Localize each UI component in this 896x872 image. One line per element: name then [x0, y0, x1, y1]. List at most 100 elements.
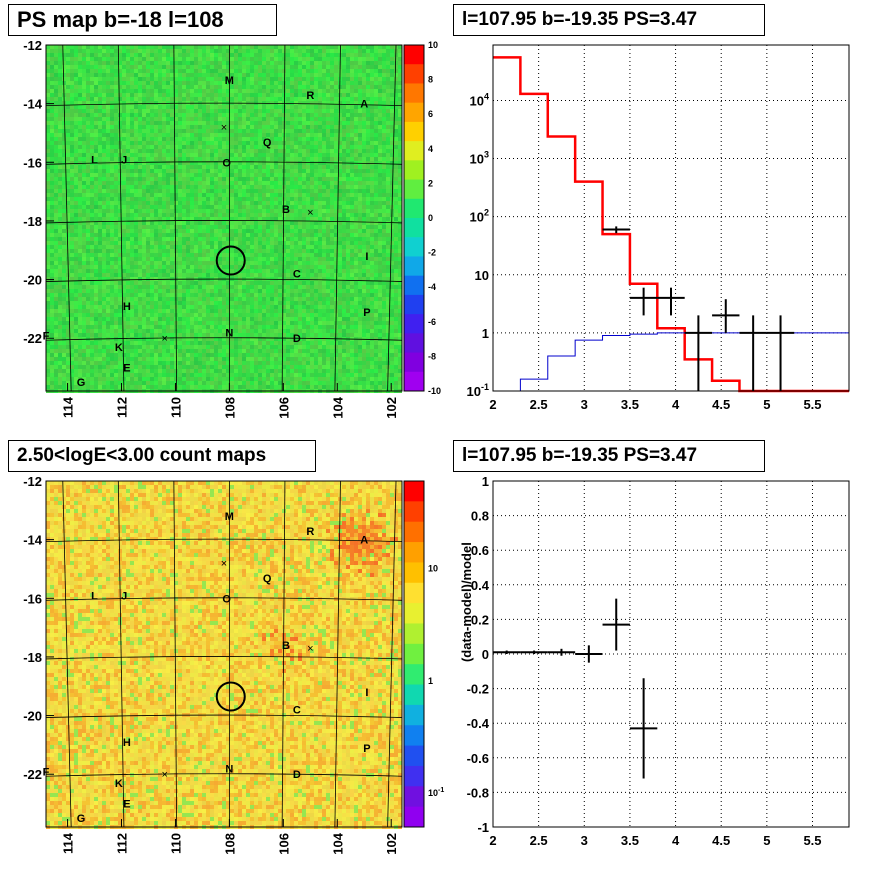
map-pixel	[126, 73, 130, 77]
map-pixel	[346, 189, 350, 193]
map-pixel	[250, 117, 254, 121]
map-pixel	[198, 97, 202, 101]
map-pixel	[322, 157, 326, 161]
map-pixel	[274, 261, 278, 265]
map-pixel	[250, 61, 254, 65]
map-pixel	[370, 109, 374, 113]
map-pixel	[210, 81, 214, 85]
map-pixel	[350, 249, 354, 253]
map-pixel	[114, 177, 118, 181]
map-pixel	[286, 165, 290, 169]
map-pixel	[54, 205, 58, 209]
map-pixel	[258, 69, 262, 73]
map-pixel	[386, 53, 390, 57]
map-pixel	[270, 149, 274, 153]
map-pixel	[302, 45, 306, 49]
map-pixel	[358, 253, 362, 257]
map-pixel	[114, 65, 118, 69]
map-pixel	[130, 261, 134, 265]
map-pixel	[46, 125, 50, 129]
map-pixel	[306, 245, 310, 249]
map-pixel	[202, 257, 206, 261]
map-pixel	[154, 93, 158, 97]
map-pixel	[310, 169, 314, 173]
map-pixel	[62, 201, 66, 205]
map-pixel	[242, 137, 246, 141]
map-pixel	[362, 169, 366, 173]
map-pixel	[170, 245, 174, 249]
map-pixel	[322, 153, 326, 157]
map-pixel	[142, 241, 146, 245]
map-pixel	[58, 113, 62, 117]
map-pixel	[214, 81, 218, 85]
map-pixel	[358, 145, 362, 149]
map-pixel	[326, 149, 330, 153]
map-pixel	[294, 89, 298, 93]
map-pixel	[386, 209, 390, 213]
map-pixel	[182, 193, 186, 197]
map-pixel	[390, 65, 394, 69]
map-pixel	[354, 173, 358, 177]
map-pixel	[166, 257, 170, 261]
map-pixel	[262, 121, 266, 125]
map-pixel	[338, 233, 342, 237]
map-pixel	[202, 237, 206, 241]
map-pixel	[342, 77, 346, 81]
map-pixel	[222, 93, 226, 97]
map-pixel	[330, 49, 334, 53]
map-pixel	[218, 69, 222, 73]
map-pixel	[202, 125, 206, 129]
map-pixel	[362, 213, 366, 217]
map-pixel	[198, 93, 202, 97]
map-pixel	[390, 81, 394, 85]
map-pixel	[266, 85, 270, 89]
map-pixel	[234, 181, 238, 185]
map-pixel	[70, 53, 74, 57]
map-pixel	[150, 201, 154, 205]
map-pixel	[250, 261, 254, 265]
map-pixel	[122, 249, 126, 253]
map-pixel	[270, 85, 274, 89]
map-pixel	[126, 85, 130, 89]
map-pixel	[314, 93, 318, 97]
map-pixel	[210, 189, 214, 193]
map-pixel	[202, 129, 206, 133]
map-pixel	[174, 65, 178, 69]
map-pixel	[202, 61, 206, 65]
map-pixel	[50, 81, 54, 85]
map-pixel	[362, 57, 366, 61]
map-pixel	[210, 261, 214, 265]
map-pixel	[218, 185, 222, 189]
map-pixel	[362, 245, 366, 249]
map-pixel	[66, 93, 70, 97]
map-pixel	[126, 105, 130, 109]
map-pixel	[62, 141, 66, 145]
map-pixel	[214, 177, 218, 181]
map-pixel	[290, 245, 294, 249]
map-pixel	[174, 225, 178, 229]
map-pixel	[370, 193, 374, 197]
map-pixel	[330, 197, 334, 201]
map-pixel	[170, 77, 174, 81]
map-pixel	[126, 217, 130, 221]
map-pixel	[210, 157, 214, 161]
map-pixel	[238, 73, 242, 77]
map-pixel	[274, 121, 278, 125]
map-pixel	[146, 233, 150, 237]
map-pixel	[98, 77, 102, 81]
map-pixel	[62, 217, 66, 221]
map-pixel	[46, 45, 50, 49]
map-pixel	[330, 225, 334, 229]
map-pixel	[330, 93, 334, 97]
map-pixel	[78, 245, 82, 249]
map-pixel	[358, 249, 362, 253]
map-pixel	[74, 49, 78, 53]
map-pixel	[258, 93, 262, 97]
map-pixel	[298, 261, 302, 265]
map-pixel	[378, 145, 382, 149]
map-pixel	[386, 261, 390, 265]
map-pixel	[170, 181, 174, 185]
map-pixel	[174, 213, 178, 217]
map-pixel	[382, 77, 386, 81]
map-pixel	[66, 145, 70, 149]
